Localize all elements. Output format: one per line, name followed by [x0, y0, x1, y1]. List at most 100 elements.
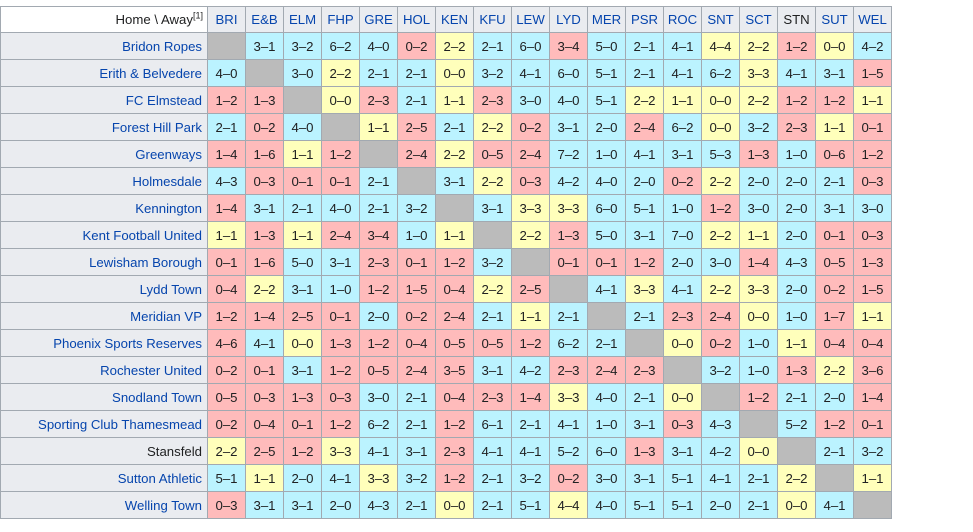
team-name[interactable]: Snodland Town — [0, 383, 208, 411]
result-cell: 1–2 — [739, 383, 778, 411]
column-header[interactable]: ROC — [663, 6, 702, 33]
column-header[interactable]: GRE — [359, 6, 398, 33]
result-cell: 1–3 — [245, 86, 284, 114]
result-cell: 3–1 — [549, 113, 588, 141]
table-row: Phoenix Sports Reserves 4–6 4–1 0–0 1–3 1–2 0–… — [0, 329, 892, 357]
result-cell: 2–1 — [397, 86, 436, 114]
result-cell: 2–1 — [283, 194, 322, 222]
result-cell: 4–1 — [549, 410, 588, 438]
team-name[interactable]: Forest Hill Park — [0, 113, 208, 141]
column-header[interactable]: FHP — [321, 6, 360, 33]
result-cell: 1–2 — [701, 194, 740, 222]
column-header[interactable]: LYD — [549, 6, 588, 33]
column-header[interactable]: LEW — [511, 6, 550, 33]
result-cell: 1–2 — [511, 329, 550, 357]
result-cell: 0–2 — [549, 464, 588, 492]
result-cell: 3–6 — [853, 356, 892, 384]
result-cell: 2–2 — [511, 221, 550, 249]
result-cell: 1–1 — [359, 113, 398, 141]
team-name[interactable]: Erith & Belvedere — [0, 59, 208, 87]
result-cell: 0–2 — [397, 32, 436, 60]
result-cell: 1–4 — [207, 140, 246, 168]
result-cell: 3–1 — [283, 356, 322, 384]
result-cell — [625, 329, 664, 357]
team-name[interactable]: Kennington — [0, 194, 208, 222]
team-name[interactable]: FC Elmstead — [0, 86, 208, 114]
result-cell: 2–1 — [777, 383, 816, 411]
result-cell: 0–1 — [283, 167, 322, 195]
team-name[interactable]: Kent Football United — [0, 221, 208, 249]
result-cell: 1–2 — [321, 410, 360, 438]
result-cell: 0–5 — [207, 383, 246, 411]
result-cell: 2–1 — [359, 59, 398, 87]
result-cell: 4–3 — [359, 491, 398, 519]
team-name[interactable]: Greenways — [0, 140, 208, 168]
result-cell: 1–3 — [739, 140, 778, 168]
result-cell: 0–3 — [511, 167, 550, 195]
result-cell: 2–1 — [815, 437, 854, 465]
team-name[interactable]: Sporting Club Thamesmead — [0, 410, 208, 438]
result-cell — [587, 302, 626, 330]
column-header[interactable]: HOL — [397, 6, 436, 33]
result-cell: 0–1 — [245, 356, 284, 384]
result-cell: 2–2 — [701, 275, 740, 303]
result-cell: 2–4 — [321, 221, 360, 249]
result-cell: 0–0 — [739, 302, 778, 330]
result-cell: 2–3 — [777, 113, 816, 141]
team-name[interactable]: Lydd Town — [0, 275, 208, 303]
result-cell: 4–2 — [511, 356, 550, 384]
team-name[interactable]: Welling Town — [0, 491, 208, 519]
result-cell: 2–5 — [511, 275, 550, 303]
result-cell: 3–0 — [283, 59, 322, 87]
result-cell: 2–1 — [359, 194, 398, 222]
footnote-link[interactable]: [1] — [192, 10, 203, 21]
team-name[interactable]: Rochester United — [0, 356, 208, 384]
column-header[interactable]: KFU — [473, 6, 512, 33]
result-cell: 2–1 — [473, 32, 512, 60]
result-cell: 6–0 — [549, 59, 588, 87]
result-cell: 2–2 — [625, 86, 664, 114]
team-name[interactable]: Lewisham Borough — [0, 248, 208, 276]
team-name[interactable]: Holmesdale — [0, 167, 208, 195]
result-cell: 1–2 — [435, 410, 474, 438]
table-row: Erith & Belvedere 4–0 3–0 2–2 2–1 2–1 0–0 3–2 4–… — [0, 59, 892, 87]
result-cell: 1–2 — [435, 464, 474, 492]
result-cell: 2–1 — [397, 383, 436, 411]
result-cell: 2–0 — [663, 248, 702, 276]
column-header[interactable]: E&B — [245, 6, 284, 33]
table-row: Holmesdale 4–3 0–3 0–1 0–1 2–1 3–1 2–2 0–3 4–2 4–0… — [0, 167, 892, 195]
result-cell: 3–4 — [359, 221, 398, 249]
result-cell: 1–1 — [511, 302, 550, 330]
result-cell: 0–1 — [853, 113, 892, 141]
result-cell: 5–2 — [549, 437, 588, 465]
column-header[interactable]: SCT — [739, 6, 778, 33]
result-cell — [853, 491, 892, 519]
result-cell: 1–2 — [359, 329, 398, 357]
result-cell: 0–2 — [511, 113, 550, 141]
result-cell: 4–0 — [587, 383, 626, 411]
team-name[interactable]: Meridian VP — [0, 302, 208, 330]
result-cell — [283, 86, 322, 114]
column-header[interactable]: SNT — [701, 6, 740, 33]
column-header[interactable]: SUT — [815, 6, 854, 33]
team-name[interactable]: Bridon Ropes — [0, 32, 208, 60]
result-cell: 3–0 — [739, 194, 778, 222]
column-header[interactable]: WEL — [853, 6, 892, 33]
result-cell: 1–1 — [435, 221, 474, 249]
team-name[interactable]: Phoenix Sports Reserves — [0, 329, 208, 357]
result-cell: 5–1 — [587, 59, 626, 87]
column-header[interactable]: MER — [587, 6, 626, 33]
result-cell: 3–2 — [283, 32, 322, 60]
column-header[interactable]: KEN — [435, 6, 474, 33]
team-name[interactable]: Sutton Athletic — [0, 464, 208, 492]
result-cell: 3–1 — [663, 140, 702, 168]
result-cell: 1–6 — [245, 140, 284, 168]
column-header[interactable]: BRI — [207, 6, 246, 33]
result-cell: 1–3 — [549, 221, 588, 249]
result-cell: 5–0 — [587, 221, 626, 249]
result-cell: 1–2 — [321, 356, 360, 384]
result-cell: 2–1 — [473, 302, 512, 330]
result-cell: 1–2 — [625, 248, 664, 276]
column-header[interactable]: ELM — [283, 6, 322, 33]
column-header[interactable]: PSR — [625, 6, 664, 33]
